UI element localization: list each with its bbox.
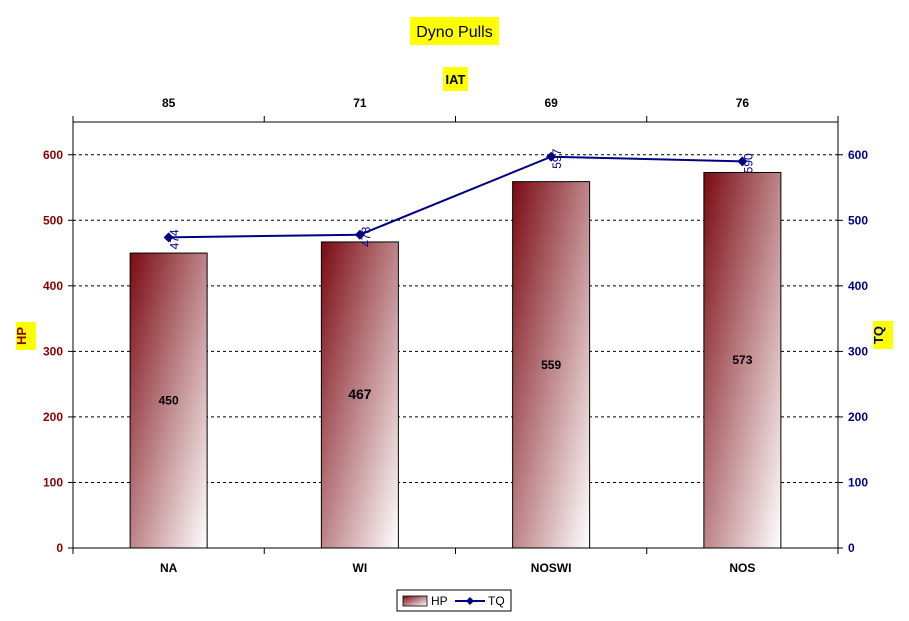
y2-tick-label: 100 (848, 475, 868, 489)
iat-label-bg (443, 67, 468, 91)
legend: HP TQ (396, 589, 512, 612)
tq-series-line (168, 155, 743, 239)
y2label-bg (873, 321, 893, 349)
bar-hp (320, 241, 399, 549)
y2-tick-label: 300 (848, 344, 868, 358)
x2-tick-label: 76 (736, 96, 750, 110)
tq-point-marker (737, 156, 748, 167)
legend-tq-marker (466, 597, 474, 605)
title-bg (410, 17, 499, 45)
tq-point-marker (354, 229, 365, 240)
y2-tick-label: 500 (848, 213, 868, 227)
y2-tick-label: 0 (848, 541, 855, 555)
tq-data-label: 478 (359, 226, 373, 246)
y-tick-label: 300 (43, 344, 63, 358)
x-tick-label: NOSWI (531, 561, 572, 575)
bar-data-label: 559 (541, 358, 561, 372)
x-tick-label: WI (353, 561, 368, 575)
x-tick-label: NA (160, 561, 178, 575)
tq-data-label: 590 (741, 153, 755, 173)
x2-tick-label: 71 (353, 96, 367, 110)
x2-tick-label: 85 (162, 96, 176, 110)
y-axis-label: HP (14, 327, 29, 345)
bar-data-label: 573 (732, 353, 752, 367)
tq-data-label: 597 (550, 148, 564, 168)
bar-data-label: 450 (159, 394, 179, 408)
secondary-x-axis-label: IAT (446, 72, 466, 87)
x2-tick-label: 69 (544, 96, 558, 110)
chart-title: Dyno Pulls (416, 24, 492, 41)
y-tick-label: 200 (43, 410, 63, 424)
bar-hp (512, 181, 591, 549)
bar-data-label: 467 (348, 386, 372, 402)
y-tick-label: 400 (43, 279, 63, 293)
tq-point-marker (546, 151, 557, 162)
legend-hp-label: HP (431, 594, 448, 608)
bar-hp (703, 171, 782, 549)
y2-tick-label: 400 (848, 279, 868, 293)
tq-data-label: 474 (168, 229, 182, 249)
y-tick-label: 600 (43, 148, 63, 162)
x-tick-label: NOS (729, 561, 755, 575)
y2-tick-label: 200 (848, 410, 868, 424)
ylabel-bg (16, 322, 36, 350)
y-tick-label: 0 (56, 541, 63, 555)
legend-tq-label: TQ (488, 594, 505, 608)
bar-hp (129, 252, 208, 549)
y2-axis-label: TQ (871, 326, 886, 344)
legend-hp-swatch (402, 595, 428, 607)
y-tick-label: 500 (43, 213, 63, 227)
y-tick-label: 100 (43, 475, 63, 489)
y2-tick-label: 600 (848, 148, 868, 162)
tq-point-marker (163, 232, 174, 243)
